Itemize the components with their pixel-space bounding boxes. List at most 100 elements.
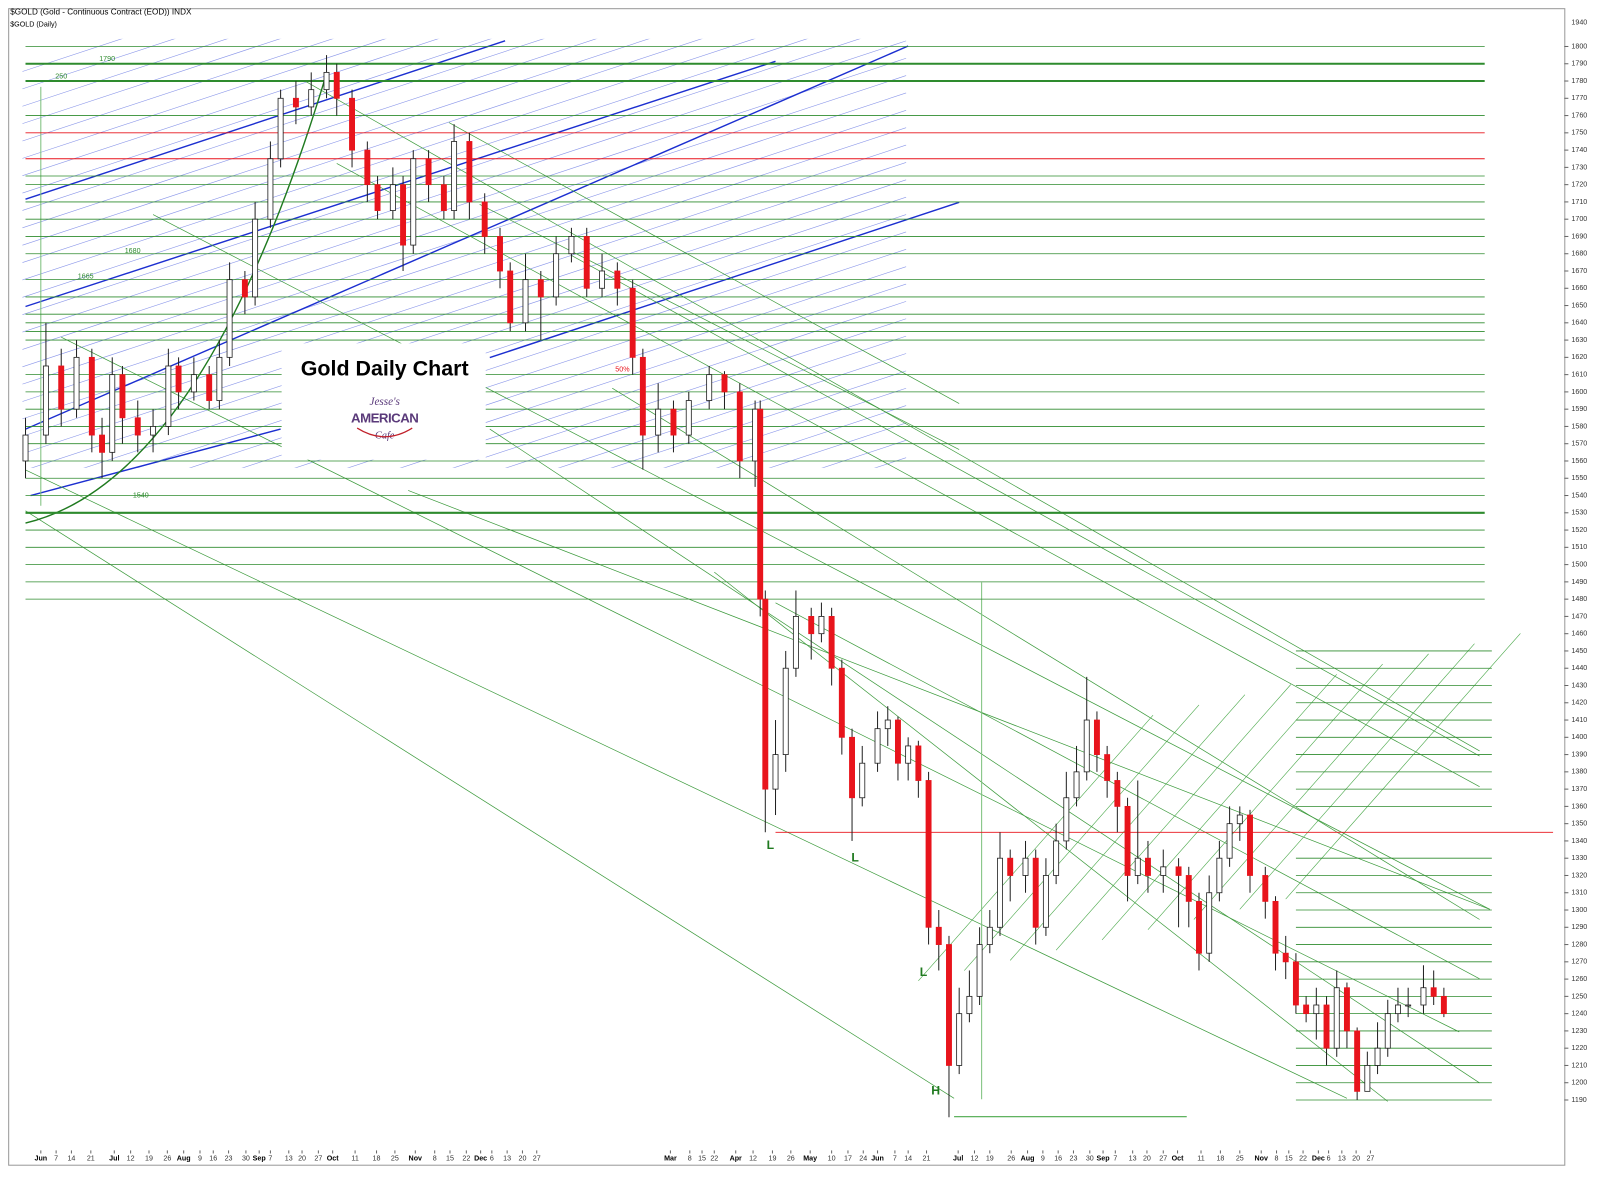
candle-body xyxy=(818,616,825,635)
x-tick-label: Jun xyxy=(871,1154,884,1162)
x-tick-label: 8 xyxy=(1275,1154,1279,1162)
y-tick-label: 1550 xyxy=(1571,474,1587,482)
levels xyxy=(25,46,1554,1101)
x-tick-label: 23 xyxy=(225,1154,233,1162)
candle-body xyxy=(1124,805,1131,876)
candle-body xyxy=(267,158,274,220)
blue-trendline xyxy=(25,60,776,308)
candle-body xyxy=(956,1013,963,1066)
x-tick-label: 12 xyxy=(749,1154,757,1162)
green-trendline xyxy=(479,204,960,450)
candle-body xyxy=(425,158,432,186)
candle-body xyxy=(915,745,922,781)
candle-body xyxy=(165,365,172,427)
candle-body xyxy=(537,279,544,298)
y-tick-label: 1630 xyxy=(1571,336,1587,344)
heading: Gold Daily Chart xyxy=(301,356,469,380)
candle-body xyxy=(757,408,764,600)
green-trendline xyxy=(612,387,1480,920)
green-trendline xyxy=(408,490,1490,910)
candle-body xyxy=(1247,814,1253,876)
annotation: L xyxy=(767,838,775,852)
blue-trendline xyxy=(22,40,907,333)
green-trendline xyxy=(1193,653,1429,920)
y-tick-label: 1620 xyxy=(1571,353,1587,361)
x-tick-label: 9 xyxy=(1041,1154,1045,1162)
annotation: 1790 xyxy=(99,55,115,63)
x-tick-label: Jun xyxy=(34,1154,47,1162)
candle-body xyxy=(1430,987,1437,997)
green-trendline xyxy=(152,214,1490,910)
candle-body xyxy=(849,736,855,799)
candle-body xyxy=(946,944,952,1066)
x-tick-label: 10 xyxy=(828,1154,836,1162)
candle-body xyxy=(1354,1030,1361,1092)
y-tick-label: 1470 xyxy=(1571,612,1587,620)
annotation: L xyxy=(851,850,859,864)
x-tick-label: May xyxy=(803,1154,817,1162)
x-tick-label: 13 xyxy=(1338,1154,1346,1162)
y-tick-label: 1370 xyxy=(1571,785,1587,793)
y-tick-label: 1240 xyxy=(1571,1010,1587,1018)
candle-body xyxy=(451,141,458,211)
candle-body xyxy=(1440,995,1447,1015)
blue-trendline xyxy=(22,38,545,211)
candle-body xyxy=(466,141,473,203)
candle-body xyxy=(1226,823,1233,859)
x-tick-label: Sep xyxy=(1097,1154,1111,1162)
y-tick-label: 1200 xyxy=(1571,1079,1587,1087)
candle-body xyxy=(134,417,141,436)
x-tick-label: 11 xyxy=(1197,1154,1204,1162)
candle-body xyxy=(1175,866,1182,876)
candle-body xyxy=(838,667,845,738)
candle-body xyxy=(1093,719,1100,755)
y-tick-label: 1310 xyxy=(1571,889,1587,897)
heading-background xyxy=(281,343,486,460)
candle-body xyxy=(292,97,299,108)
green-trendline xyxy=(571,255,1480,757)
candle-body xyxy=(497,236,503,272)
blue-trendline xyxy=(22,38,756,281)
y-tick-label: 1700 xyxy=(1571,215,1587,223)
x-tick-label: 20 xyxy=(1352,1154,1360,1162)
candle-body xyxy=(190,374,197,393)
y-tick-label: 1660 xyxy=(1571,284,1587,292)
y-tick-label: 1390 xyxy=(1571,750,1587,758)
x-tick-label: 21 xyxy=(87,1154,95,1162)
y-tick-label: 1460 xyxy=(1571,630,1587,638)
y-tick-label: 1330 xyxy=(1571,854,1587,862)
y-tick-label: 1520 xyxy=(1571,526,1587,534)
candle-body xyxy=(905,745,912,764)
green-trendline xyxy=(1101,674,1337,941)
candle-body xyxy=(440,184,447,211)
y-tick-label: 1380 xyxy=(1571,768,1587,776)
y-tick-label: 1230 xyxy=(1571,1027,1587,1035)
blue-trendline xyxy=(25,45,909,430)
candle-body xyxy=(1236,814,1243,825)
candle-body xyxy=(507,270,514,324)
candle-body xyxy=(481,201,488,237)
candle-body xyxy=(1262,875,1269,902)
y-tick-label: 1360 xyxy=(1571,802,1587,810)
x-tick-label: 15 xyxy=(1285,1154,1293,1162)
y-tick-label: 1500 xyxy=(1571,560,1587,568)
candle-body xyxy=(99,434,105,453)
candle-body xyxy=(150,426,157,436)
x-tick-label: 25 xyxy=(1236,1154,1244,1162)
x-tick-label: 23 xyxy=(1070,1154,1078,1162)
y-tick-label: 1730 xyxy=(1571,163,1587,171)
annotation: 250 xyxy=(55,73,67,81)
y-tick-label: 1190 xyxy=(1571,1096,1586,1104)
x-tick-label: 7 xyxy=(893,1154,897,1162)
candle-body xyxy=(1395,1004,1401,1015)
x-tick-label: 27 xyxy=(1159,1154,1167,1162)
x-tick-label: 15 xyxy=(446,1154,454,1162)
x-tick-label: 18 xyxy=(373,1154,381,1162)
candle-body xyxy=(614,270,621,289)
candle-body xyxy=(1083,719,1090,773)
candle-body xyxy=(109,374,116,453)
green-arc xyxy=(25,73,328,524)
candle-body xyxy=(1022,857,1029,876)
candle-body xyxy=(568,236,575,255)
